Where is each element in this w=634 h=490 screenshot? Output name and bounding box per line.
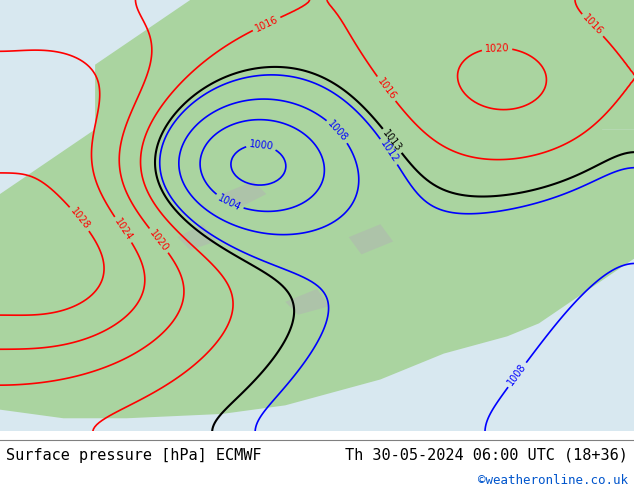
- Text: 1004: 1004: [216, 193, 243, 213]
- Text: 1012: 1012: [378, 139, 400, 165]
- Text: 1016: 1016: [375, 76, 398, 101]
- Polygon shape: [178, 224, 216, 250]
- Polygon shape: [222, 181, 266, 207]
- Polygon shape: [349, 224, 393, 254]
- Text: 1000: 1000: [249, 139, 274, 151]
- Text: 1008: 1008: [326, 119, 350, 144]
- Text: 1016: 1016: [254, 14, 280, 34]
- Polygon shape: [0, 0, 634, 418]
- Polygon shape: [285, 0, 634, 302]
- Polygon shape: [285, 289, 330, 315]
- Text: 1020: 1020: [147, 228, 171, 253]
- Text: Surface pressure [hPa] ECMWF: Surface pressure [hPa] ECMWF: [6, 448, 262, 463]
- Text: 1013: 1013: [381, 128, 404, 153]
- Text: 1024: 1024: [112, 217, 134, 243]
- Text: 1008: 1008: [506, 362, 528, 388]
- Text: 1016: 1016: [581, 13, 605, 38]
- Text: 1020: 1020: [484, 43, 510, 53]
- Text: ©weatheronline.co.uk: ©weatheronline.co.uk: [477, 474, 628, 487]
- Text: Th 30-05-2024 06:00 UTC (18+36): Th 30-05-2024 06:00 UTC (18+36): [345, 448, 628, 463]
- Text: 1028: 1028: [68, 206, 91, 232]
